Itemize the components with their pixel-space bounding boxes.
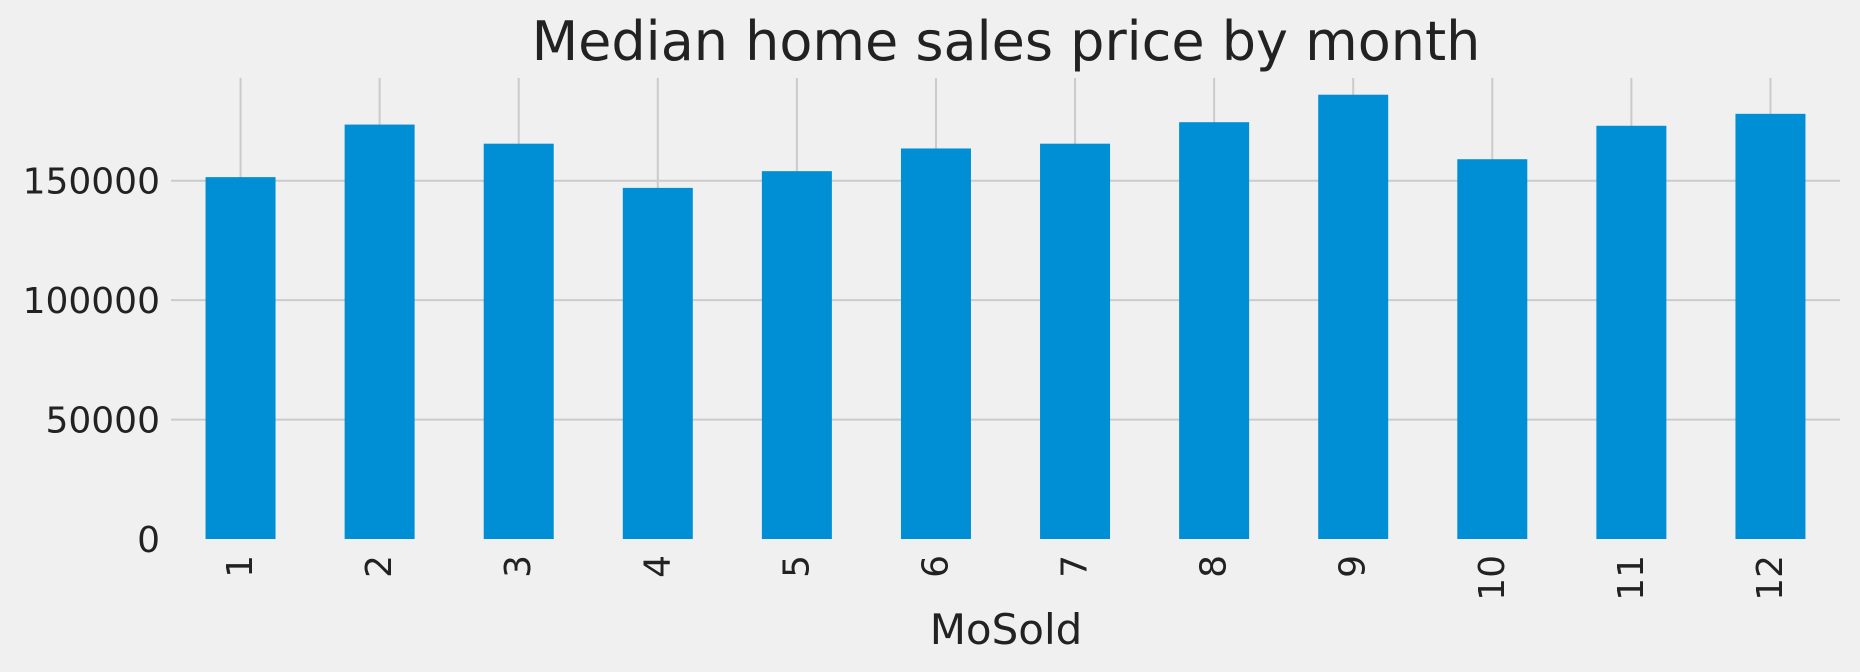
y-tick-label: 150000 xyxy=(23,162,160,203)
x-tick-label: 6 xyxy=(915,555,956,578)
bar xyxy=(1179,122,1250,539)
x-tick-label: 10 xyxy=(1472,555,1513,601)
bar xyxy=(205,177,276,539)
y-tick-label: 0 xyxy=(137,520,160,561)
bar xyxy=(344,124,415,539)
bar xyxy=(1457,159,1528,539)
bar xyxy=(1735,113,1806,540)
x-tick-label: 8 xyxy=(1194,555,1235,578)
x-tick-label: 12 xyxy=(1750,555,1791,601)
bar xyxy=(622,187,693,539)
x-tick-label: 7 xyxy=(1055,555,1096,578)
bar xyxy=(1040,143,1111,539)
x-tick-label: 2 xyxy=(359,555,400,578)
x-tick-label: 4 xyxy=(637,555,678,578)
bars xyxy=(205,94,1806,540)
x-tick-label: 5 xyxy=(776,555,817,578)
bar xyxy=(900,148,971,539)
x-tick-label: 3 xyxy=(498,555,539,578)
bar xyxy=(483,143,554,539)
y-tick-label: 100000 xyxy=(23,281,160,322)
bar xyxy=(1318,94,1389,539)
x-tick-label: 9 xyxy=(1333,555,1374,578)
bar xyxy=(1596,125,1667,539)
chart-title: Median home sales price by month xyxy=(532,10,1481,73)
x-tick-labels: 1 2 3 4 5 6 7 8 9 10 11 12 xyxy=(220,555,1791,601)
x-tick-label: 11 xyxy=(1611,555,1652,601)
bar xyxy=(761,171,832,539)
x-tick-label: 1 xyxy=(220,555,261,578)
y-tick-label: 50000 xyxy=(45,401,160,442)
y-tick-labels: 0 50000 100000 150000 xyxy=(23,162,160,561)
x-axis-label: MoSold xyxy=(930,605,1083,654)
